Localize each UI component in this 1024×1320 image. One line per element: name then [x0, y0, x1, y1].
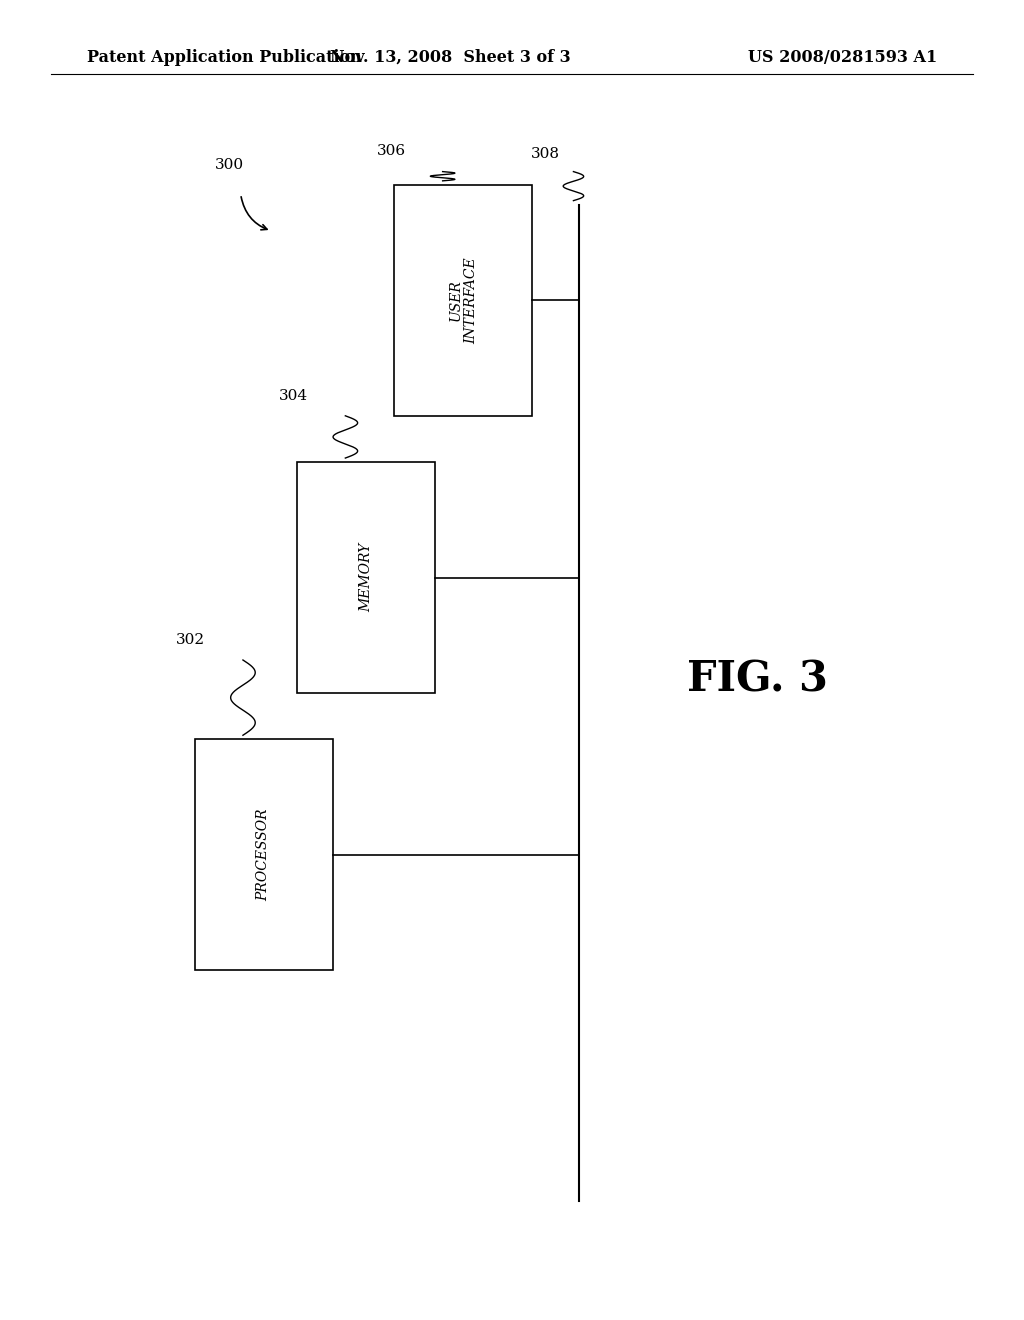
- Bar: [195, 739, 333, 970]
- Text: 308: 308: [530, 147, 559, 161]
- Text: Nov. 13, 2008  Sheet 3 of 3: Nov. 13, 2008 Sheet 3 of 3: [331, 49, 570, 66]
- Text: PROCESSOR: PROCESSOR: [257, 808, 270, 902]
- Bar: [297, 462, 435, 693]
- Text: 300: 300: [215, 157, 244, 172]
- Text: FIG. 3: FIG. 3: [687, 659, 828, 701]
- Text: 302: 302: [176, 632, 205, 647]
- Text: Patent Application Publication: Patent Application Publication: [87, 49, 361, 66]
- Text: MEMORY: MEMORY: [359, 543, 373, 612]
- Text: US 2008/0281593 A1: US 2008/0281593 A1: [748, 49, 937, 66]
- Text: 304: 304: [279, 388, 307, 403]
- Bar: [394, 185, 532, 416]
- Text: 306: 306: [377, 144, 406, 158]
- Text: USER
INTERFACE: USER INTERFACE: [449, 257, 478, 343]
